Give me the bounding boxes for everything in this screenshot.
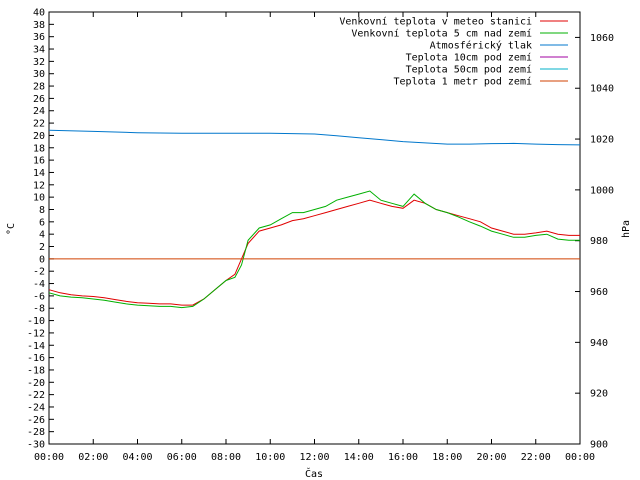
y-left-tick-label: 32 — [33, 57, 45, 68]
y-left-tick-label: 20 — [33, 131, 45, 142]
y-left-tick-label: -14 — [27, 341, 45, 352]
x-tick-label: 06:00 — [167, 452, 197, 463]
y-left-tick-label: 12 — [33, 180, 45, 191]
y-left-tick-label: 40 — [33, 8, 45, 19]
x-axis-title: Čas — [305, 467, 323, 480]
legend-label-6: Teplota 1 metr pod zemí — [394, 76, 532, 88]
y-left-tick-label: 14 — [33, 168, 45, 179]
y-left-tick-label: 30 — [33, 69, 45, 80]
legend-label-1: Venkovní teplota v meteo stanici — [339, 16, 532, 28]
y-left-tick-label: 34 — [33, 45, 45, 56]
x-tick-label: 02:00 — [78, 452, 108, 463]
y-left-tick-label: -28 — [27, 427, 45, 438]
y-right-tick-label: 1060 — [590, 33, 614, 44]
x-tick-label: 18:00 — [432, 452, 462, 463]
x-tick-label: 04:00 — [122, 452, 152, 463]
y-left-tick-label: -4 — [33, 279, 45, 290]
y-left-tick-label: -8 — [33, 304, 45, 315]
y-left-tick-label: -20 — [27, 378, 45, 389]
y-left-axis-title: °C — [6, 223, 17, 235]
y-left-tick-label: 26 — [33, 94, 45, 105]
legend: Venkovní teplota v meteo staniciVenkovní… — [339, 16, 568, 88]
x-tick-label: 20:00 — [476, 452, 506, 463]
y-left-tick-label: 16 — [33, 156, 45, 167]
y-left-tick-label: 8 — [39, 205, 45, 216]
y-left-tick-label: 22 — [33, 119, 45, 130]
y-left-tick-label: -16 — [27, 353, 45, 364]
x-tick-label: 22:00 — [521, 452, 551, 463]
y-left-tick-label: -24 — [27, 402, 45, 413]
series-line-3 — [48, 129, 581, 146]
y-left-tick-label: -18 — [27, 365, 45, 376]
legend-label-2: Venkovní teplota 5 cm nad zemí — [351, 28, 532, 40]
y-right-tick-label: 1040 — [590, 84, 614, 95]
y-right-tick-label: 920 — [590, 389, 608, 400]
y-left-tick-label: 2 — [39, 242, 45, 253]
y-right-tick-label: 900 — [590, 440, 608, 451]
legend-label-4: Teplota 10cm pod zemí — [406, 52, 532, 64]
y-left-tick-label: -30 — [27, 440, 45, 451]
y-left-tick-label: 28 — [33, 82, 45, 93]
y-left-tick-label: -6 — [33, 291, 45, 302]
series-line-1 — [48, 199, 580, 306]
x-tick-label: 16:00 — [388, 452, 418, 463]
y-left-tick-label: 10 — [33, 193, 45, 204]
x-tick-label: 00:00 — [565, 452, 595, 463]
x-tick-label: 10:00 — [255, 452, 285, 463]
y-left-tick-label: 24 — [33, 106, 45, 117]
y-right-tick-label: 1020 — [590, 135, 614, 146]
x-tick-label: 12:00 — [299, 452, 329, 463]
y-right-tick-label: 960 — [590, 287, 608, 298]
y-right-tick-label: 940 — [590, 338, 608, 349]
x-tick-label: 08:00 — [211, 452, 241, 463]
series-line-2 — [48, 190, 580, 309]
legend-label-5: Teplota 50cm pod zemí — [406, 64, 532, 76]
y-left-tick-label: 36 — [33, 32, 45, 43]
series — [48, 129, 581, 309]
x-tick-label: 14:00 — [344, 452, 374, 463]
y-left-tick-label: -2 — [33, 267, 45, 278]
y-left-tick-label: 6 — [39, 217, 45, 228]
y-left-tick-label: -26 — [27, 415, 45, 426]
y-right-tick-label: 1000 — [590, 185, 614, 196]
y-right-tick-label: 980 — [590, 236, 608, 247]
legend-label-3: Atmosférický tlak — [430, 40, 532, 52]
y-left-tick-label: -22 — [27, 390, 45, 401]
y-left-tick-label: 38 — [33, 20, 45, 31]
y-left-tick-label: -10 — [27, 316, 45, 327]
x-tick-label: 00:00 — [34, 452, 64, 463]
y-left-tick-label: 18 — [33, 143, 45, 154]
ticks: 00:00 02:00 04:00 06:00 08:00 10:00 12:00 14:00… — [27, 8, 614, 464]
y-right-axis-title: hPa — [621, 220, 632, 238]
y-left-tick-label: 4 — [39, 230, 45, 241]
y-left-tick-label: 0 — [39, 254, 45, 265]
y-left-tick-label: -12 — [27, 328, 45, 339]
